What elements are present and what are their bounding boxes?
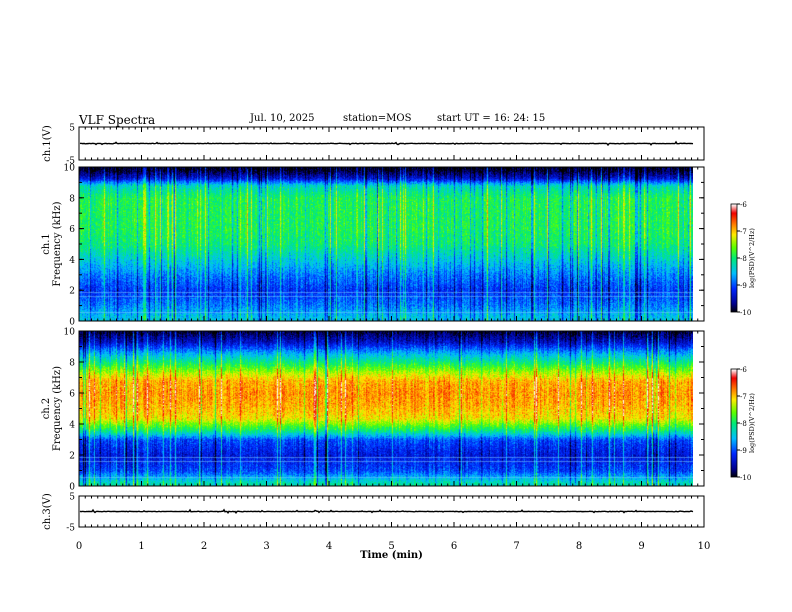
ylabel-ch1-spectrogram-line2: Frequency (kHz) — [52, 201, 63, 286]
ytick-label-ch1-spectrogram: 6 — [69, 225, 75, 235]
chart-title: VLF Spectra — [79, 113, 156, 127]
colorbar-tick-label-ch2: -7 — [740, 393, 747, 401]
ytick-label-ch1-spectrogram: 2 — [69, 287, 75, 297]
ytick-label-ch1-spectrogram: 8 — [69, 194, 75, 204]
ytick-label-ch2-spectrogram: 10 — [64, 328, 76, 338]
ytick-label-ch1-spectrogram: 0 — [69, 318, 75, 328]
colorbar-ch1 — [731, 204, 737, 312]
xtick-label: 2 — [201, 541, 207, 552]
colorbar-label-ch1: log(PSD)(V^2/Hz) — [748, 228, 756, 288]
xtick-label: 8 — [576, 541, 582, 552]
xtick-label: 3 — [263, 541, 269, 552]
ylabel-ch2-spectrogram-line2: Frequency (kHz) — [52, 366, 63, 451]
xtick-label: 1 — [138, 541, 144, 552]
ylabel-ch1-waveform: ch.1(V) — [42, 125, 53, 162]
colorbar-tick-label-ch1: -9 — [740, 282, 747, 290]
colorbar-tick-label-ch1: -10 — [740, 309, 751, 317]
start-time-label: start UT = 16: 24: 15 — [437, 113, 546, 124]
ylabel-ch1-spectrogram: ch.1 Frequency (kHz) — [41, 201, 63, 286]
ytick-label-ch1-waveform: 5 — [69, 124, 75, 134]
colorbar-tick-label-ch1: -6 — [740, 201, 747, 209]
spectrogram-image-ch1 — [79, 167, 693, 321]
ytick-label-ch2-spectrogram: 2 — [69, 452, 75, 462]
no-data-region — [693, 331, 704, 486]
xtick-label: 5 — [388, 541, 394, 552]
ytick-label-ch3-waveform: -5 — [66, 524, 75, 534]
ylabel-ch2-spectrogram: ch.2 Frequency (kHz) — [41, 366, 63, 451]
colorbar-label-ch2: log(PSD)(V^2/Hz) — [748, 393, 756, 453]
colorbar-ch2 — [731, 369, 737, 477]
ylabel-ch3-waveform: ch.3(V) — [42, 493, 53, 530]
ytick-label-ch1-waveform: -5 — [66, 157, 75, 167]
colorbar-tick-label-ch2: -10 — [740, 474, 751, 482]
colorbar-tick-label-ch2: -6 — [740, 366, 747, 374]
colorbar-tick-label-ch2: -8 — [740, 420, 747, 428]
xtick-label: 7 — [513, 541, 519, 552]
colorbar-tick-label-ch1: -8 — [740, 255, 747, 263]
station-label: station=MOS — [343, 113, 412, 124]
ylabel-ch1-spectrogram-line1: ch.1 — [41, 233, 52, 255]
colorbar-tick-label-ch2: -9 — [740, 447, 747, 455]
ytick-label-ch2-spectrogram: 4 — [69, 421, 75, 431]
ytick-label-ch1-spectrogram: 10 — [64, 164, 76, 174]
ytick-label-ch2-spectrogram: 0 — [69, 483, 75, 493]
xtick-label: 10 — [698, 541, 711, 552]
ytick-label-ch2-spectrogram: 6 — [69, 390, 75, 400]
xtick-label: 9 — [638, 541, 644, 552]
xtick-label: 0 — [76, 541, 82, 552]
no-data-region — [693, 167, 704, 321]
xtick-label: 4 — [326, 541, 332, 552]
ch1-trace — [79, 140, 694, 147]
xtick-label: 6 — [451, 541, 457, 552]
xlabel: Time (min) — [360, 550, 423, 561]
ytick-label-ch3-waveform: 5 — [69, 493, 75, 503]
ylabel-ch2-spectrogram-line1: ch.2 — [41, 398, 52, 420]
ytick-label-ch2-spectrogram: 8 — [69, 359, 75, 369]
ch3-trace — [79, 508, 694, 515]
ytick-label-ch1-spectrogram: 4 — [69, 256, 75, 266]
spectrogram-images — [79, 167, 704, 486]
spectrogram-image-ch2 — [79, 331, 693, 486]
colorbar-tick-label-ch1: -7 — [740, 228, 747, 236]
recording-date: Jul. 10, 2025 — [250, 113, 315, 124]
